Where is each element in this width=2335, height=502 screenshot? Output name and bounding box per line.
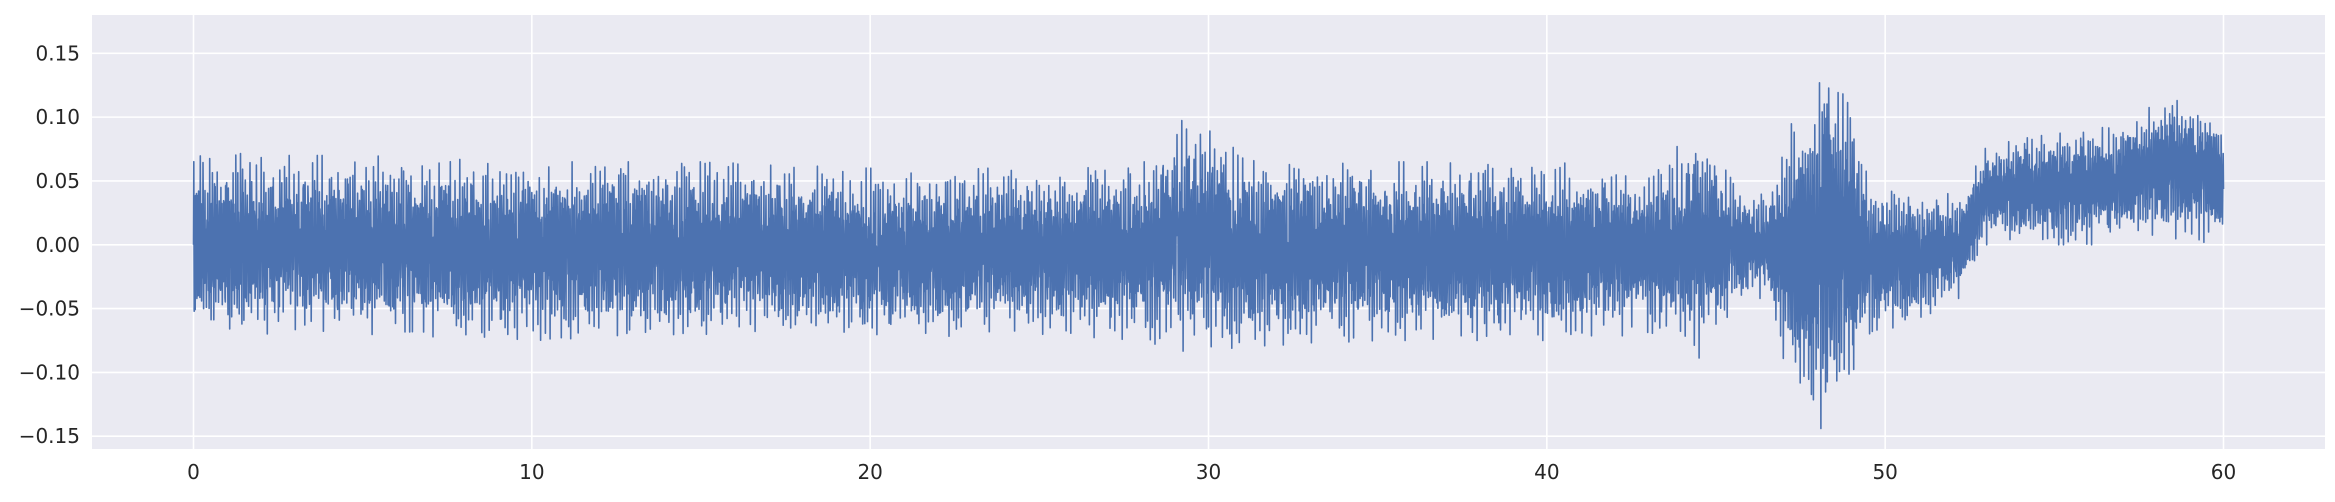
x-tick-labels: 0 10 20 30 40 50 60 xyxy=(187,460,2236,484)
y-tick-label: −0.10 xyxy=(19,360,80,384)
y-tick-label: 0.00 xyxy=(35,233,80,257)
y-tick-label: 0.05 xyxy=(35,169,80,193)
y-tick-label: 0.15 xyxy=(35,41,80,65)
series-line xyxy=(192,82,2225,430)
y-tick-label: −0.15 xyxy=(19,424,80,448)
y-tick-labels: −0.15 −0.10 −0.05 0.00 0.05 0.10 0.15 xyxy=(19,41,80,448)
x-tick-label: 20 xyxy=(857,460,882,484)
x-tick-label: 0 xyxy=(187,460,200,484)
x-tick-label: 30 xyxy=(1196,460,1221,484)
x-tick-label: 40 xyxy=(1534,460,1559,484)
y-tick-label: −0.05 xyxy=(19,297,80,321)
x-tick-label: 50 xyxy=(1872,460,1897,484)
x-tick-label: 60 xyxy=(2211,460,2236,484)
y-tick-label: 0.10 xyxy=(35,105,80,129)
x-tick-label: 10 xyxy=(519,460,544,484)
